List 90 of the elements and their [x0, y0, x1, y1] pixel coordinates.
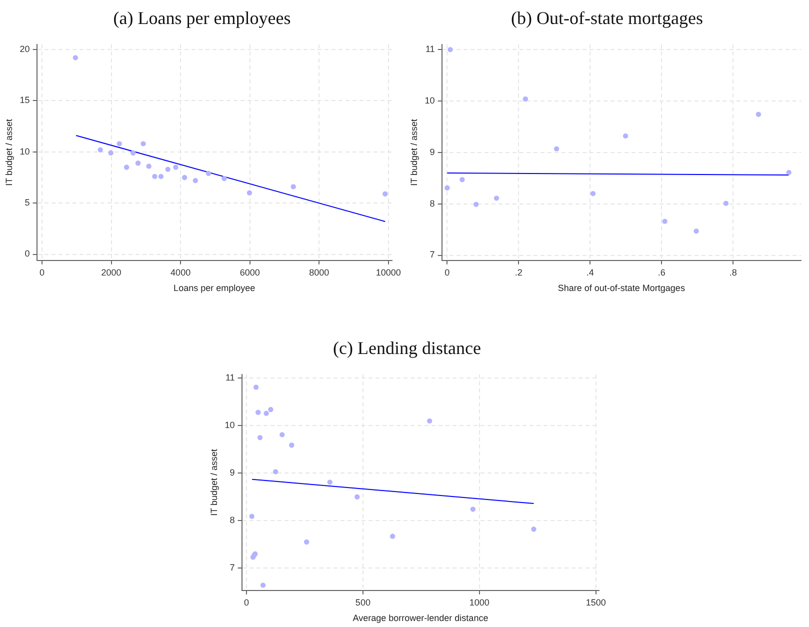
point: [108, 150, 114, 156]
y-tick-label: 9: [230, 468, 235, 478]
point: [124, 164, 130, 170]
point: [140, 141, 146, 146]
x-tick-label: 2000: [101, 267, 122, 278]
point: [260, 582, 266, 588]
point: [72, 55, 78, 60]
y-tick-label: 10: [424, 95, 435, 106]
y-tick-label: 7: [430, 250, 435, 260]
point: [554, 146, 560, 152]
x-tick-label: .6: [658, 267, 666, 278]
y-axis-title: IT budget / asset: [408, 118, 419, 186]
point: [786, 170, 792, 176]
x-axis-title: Average borrower-lender distance: [352, 613, 488, 624]
point: [382, 191, 388, 196]
point: [146, 164, 152, 169]
point: [289, 442, 294, 448]
point: [448, 46, 453, 52]
point: [249, 514, 254, 519]
point: [531, 526, 536, 532]
y-tick-label: 20: [20, 44, 30, 54]
y-tick-label: 15: [20, 95, 30, 106]
x-tick-label: 10000: [376, 267, 401, 278]
x-tick-label: 4000: [170, 267, 191, 278]
point: [723, 200, 729, 206]
point: [98, 147, 103, 152]
point: [474, 202, 479, 207]
y-axis-title: IT budget / asset: [208, 448, 219, 516]
chart-title: (b) Out-of-state mortgages: [510, 7, 704, 30]
point: [192, 178, 198, 184]
point: [256, 410, 261, 415]
y-tick-label: 10: [20, 146, 30, 156]
x-axis-title: Share of out-of-state Mortgages: [558, 283, 686, 294]
y-tick-label: 9: [430, 146, 435, 157]
y-tick-label: 10: [224, 420, 235, 430]
y-tick-label: 8: [430, 198, 435, 208]
chart-title: (a) Loans per employees: [112, 7, 292, 30]
x-tick-label: 0: [40, 267, 45, 278]
point: [460, 177, 465, 182]
x-tick-label: 500: [355, 597, 370, 608]
x-tick-label: 1000: [469, 597, 490, 608]
x-tick-label: .4: [586, 267, 594, 278]
point: [590, 190, 596, 196]
point: [522, 96, 528, 102]
point: [272, 469, 278, 474]
point: [290, 184, 296, 190]
point: [426, 418, 432, 424]
point: [662, 218, 668, 224]
point: [327, 480, 332, 485]
point: [268, 406, 274, 412]
y-tick-label: 8: [230, 515, 235, 526]
y-tick-label: 0: [24, 248, 30, 259]
y-axis-title: IT budget / asset: [4, 118, 14, 186]
x-tick-label: 1500: [586, 597, 606, 608]
point: [116, 141, 122, 146]
y-tick-label: 7: [230, 562, 235, 573]
point: [222, 176, 227, 182]
point: [444, 185, 450, 190]
chart-title: (c) Lending distance: [332, 337, 482, 360]
x-tick-label: .8: [729, 267, 737, 278]
point: [694, 228, 699, 234]
point: [257, 434, 263, 440]
point: [182, 174, 188, 180]
point: [246, 190, 252, 196]
point: [158, 174, 164, 180]
point: [390, 534, 396, 539]
point: [354, 494, 360, 500]
point: [206, 170, 212, 176]
point: [304, 539, 310, 545]
x-axis-title: Loans per employee: [174, 283, 256, 294]
point: [173, 164, 178, 170]
point: [622, 133, 628, 139]
point: [152, 174, 158, 180]
point: [253, 384, 259, 390]
y-tick-label: 5: [24, 198, 30, 208]
y-tick-label: 11: [425, 44, 435, 54]
point: [135, 160, 141, 166]
point: [130, 150, 136, 156]
x-tick-label: 0: [244, 597, 249, 608]
y-tick-label: 11: [225, 372, 235, 383]
point: [470, 506, 476, 512]
point: [756, 112, 762, 117]
x-tick-label: 0: [444, 267, 450, 278]
x-tick-label: 8000: [309, 267, 330, 278]
point: [264, 410, 269, 416]
point: [280, 432, 285, 438]
point: [165, 166, 170, 172]
x-tick-label: .2: [514, 267, 522, 278]
point: [494, 196, 500, 201]
x-tick-label: 6000: [240, 267, 260, 278]
